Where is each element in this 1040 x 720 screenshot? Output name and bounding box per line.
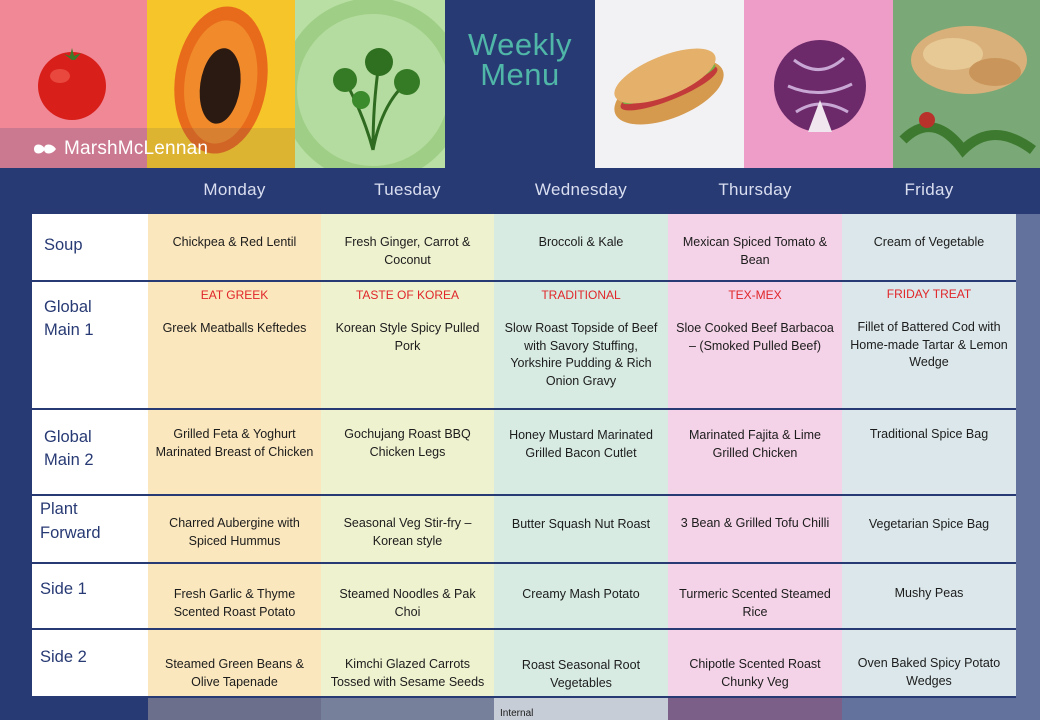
footer-segment (842, 698, 1040, 720)
row-label-soup: Soup (32, 214, 148, 282)
menu-cell: Creamy Mash Potato (494, 564, 668, 630)
menu-cell: Roast Seasonal Root Vegetables (494, 630, 668, 698)
menu-cell: TRADITIONAL Slow Roast Topside of Beef w… (494, 282, 668, 410)
menu-cell: TEX-MEX Sloe Cooked Beef Barbacoa – (Smo… (668, 282, 842, 410)
red-cabbage-photo (744, 0, 893, 168)
day-wednesday: Wednesday (534, 180, 628, 199)
footer-segment (0, 698, 148, 720)
title-panel: Weekly Menu (445, 0, 595, 168)
menu-cell: Steamed Noodles & Pak Choi (321, 564, 494, 630)
footer-segment (321, 698, 494, 720)
classification-label: Internal (500, 708, 534, 719)
theme-label: TASTE OF KOREA (355, 288, 460, 302)
menu-cell: Fresh Ginger, Carrot & Coconut (321, 214, 494, 282)
menu-cell: Fresh Garlic & Thyme Scented Roast Potat… (148, 564, 321, 630)
papaya-photo (147, 0, 295, 168)
row-label-plant-forward: Plant Forward (32, 496, 148, 564)
chicken-salad-photo (893, 0, 1040, 168)
footer-bar (0, 698, 1040, 720)
theme-label: TRADITIONAL (541, 288, 621, 302)
menu-cell: Mexican Spiced Tomato & Bean (668, 214, 842, 282)
theme-label: EAT GREEK (200, 288, 269, 302)
menu-cell: Butter Squash Nut Roast (494, 496, 668, 564)
day-friday: Friday (904, 180, 954, 199)
menu-cell: Marinated Fajita & Lime Grilled Chicken (668, 410, 842, 496)
page-title: Weekly Menu (467, 27, 573, 92)
menu-cell: Cream of Vegetable (842, 214, 1016, 282)
menu-cell: Mushy Peas (842, 564, 1016, 630)
footer-segment (668, 698, 842, 720)
header-banner: Weekly Menu Mars (0, 0, 1040, 168)
menu-cell: Steamed Green Beans & Olive Tapenade (148, 630, 321, 698)
menu-cell: Chickpea & Red Lentil (148, 214, 321, 282)
day-monday: Monday (203, 180, 266, 199)
menu-cell: Charred Aubergine with Spiced Hummus (148, 496, 321, 564)
menu-cell: Honey Mustard Marinated Grilled Bacon Cu… (494, 410, 668, 496)
menu-grid: Soup Chickpea & Red Lentil Fresh Ginger,… (32, 214, 1016, 698)
menu-cell: TASTE OF KOREA Korean Style Spicy Pulled… (321, 282, 494, 410)
footer-segment (494, 698, 668, 720)
menu-cell: Traditional Spice Bag (842, 410, 1016, 496)
menu-cell: Kimchi Glazed Carrots Tossed with Sesame… (321, 630, 494, 698)
menu-cell: Chipotle Scented Roast Chunky Veg (668, 630, 842, 698)
row-label-global-main-1: Global Main 1 (32, 282, 148, 410)
row-label-global-main-2: Global Main 2 (32, 410, 148, 496)
marsh-mclennan-logo: MarshMcLennan (32, 138, 208, 160)
right-edge-strip (1016, 214, 1040, 698)
menu-cell: Turmeric Scented Steamed Rice (668, 564, 842, 630)
menu-cell: Grilled Feta & Yoghurt Marinated Breast … (148, 410, 321, 496)
menu-cell: 3 Bean & Grilled Tofu Chilli (668, 496, 842, 564)
menu-cell: Seasonal Veg Stir-fry – Korean style (321, 496, 494, 564)
day-thursday: Thursday (718, 180, 792, 199)
logo-mark-icon (34, 144, 56, 154)
day-tuesday: Tuesday (374, 180, 441, 199)
tomato-photo (0, 0, 147, 168)
menu-cell: FRIDAY TREAT Fillet of Battered Cod with… (842, 282, 1016, 410)
menu-cell: Oven Baked Spicy Potato Wedges (842, 630, 1016, 698)
theme-label: FRIDAY TREAT (886, 287, 972, 301)
menu-cell: Vegetarian Spice Bag (842, 496, 1016, 564)
theme-label: TEX-MEX (728, 288, 782, 302)
row-label-side-2: Side 2 (32, 630, 148, 698)
menu-cell: Broccoli & Kale (494, 214, 668, 282)
menu-cell: Gochujang Roast BBQ Chicken Legs (321, 410, 494, 496)
menu-cell: EAT GREEK Greek Meatballs Keftedes (148, 282, 321, 410)
footer-segment (148, 698, 321, 720)
day-header-row: Monday Tuesday Wednesday Thursday Friday (0, 168, 1040, 214)
brand-name: MarshMcLennan (64, 138, 209, 159)
sandwich-photo (595, 0, 744, 168)
green-soup-photo (295, 0, 445, 168)
row-label-side-1: Side 1 (32, 564, 148, 630)
